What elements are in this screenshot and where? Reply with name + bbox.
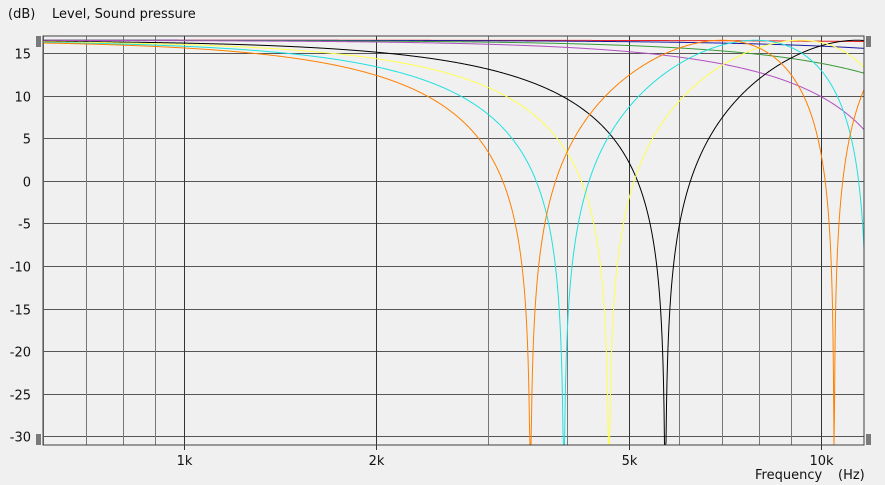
y-axis-unit: (dB) [8, 7, 35, 22]
series-line-6 [43, 39, 864, 445]
y-tick-label: -15 [10, 304, 31, 319]
left-bottom-range-handle[interactable] [36, 434, 41, 445]
series-line-7 [43, 39, 864, 445]
plot-frame [42, 35, 865, 446]
y-tick-label: 0 [23, 176, 31, 191]
y-tick-label: -5 [18, 218, 31, 233]
x-tick-label: 1k [177, 454, 193, 469]
left-range-handle[interactable] [36, 36, 41, 47]
x-axis-label: Frequency [755, 468, 822, 483]
x-axis-unit: (Hz) [838, 468, 865, 483]
series-line-8 [43, 39, 864, 445]
right-range-handle[interactable] [866, 36, 871, 47]
x-tick-label: 10k [809, 454, 834, 469]
x-tick-label: 5k [622, 454, 638, 469]
series-line-4 [43, 39, 864, 131]
y-tick-label: -10 [10, 261, 31, 276]
y-tick-label: 10 [14, 91, 31, 106]
y-tick-label: 5 [23, 133, 31, 148]
y-tick-label: -30 [10, 431, 31, 446]
y-axis-label: Level, Sound pressure [52, 7, 196, 22]
y-tick-label: -20 [10, 346, 31, 361]
tick-layer: 15 10 5 0 -5 -10 -15 -20 -25 -30 1k 2k 5k 10k [10, 48, 834, 470]
plot-background [42, 35, 865, 446]
y-tick-label: -25 [10, 389, 31, 404]
right-bottom-range-handle[interactable] [866, 434, 871, 445]
x-tick-label: 2k [369, 454, 385, 469]
y-tick-label: 15 [14, 48, 31, 63]
series-line-5 [43, 39, 864, 445]
series-layer [43, 39, 864, 445]
